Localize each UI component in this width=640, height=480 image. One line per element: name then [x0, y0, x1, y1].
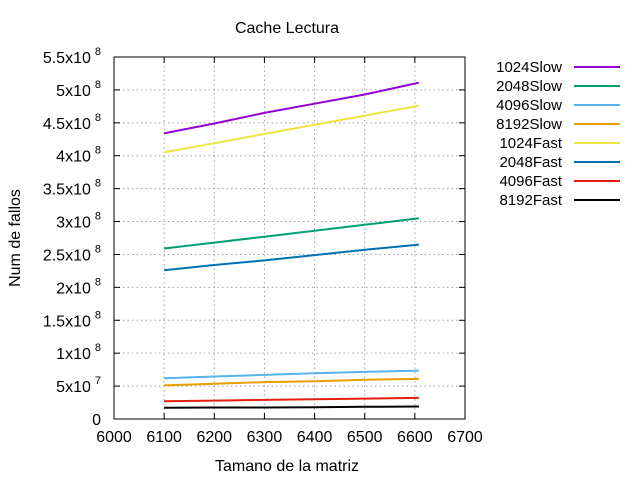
y-tick-mantissa: 1x10 — [56, 346, 91, 363]
y-tick-exponent: 8 — [95, 276, 101, 288]
plot-frame — [113, 56, 466, 420]
y-tick-mantissa: 5x10 — [56, 379, 91, 396]
y-tick-exponent: 8 — [95, 211, 101, 223]
chart-title: Cache Lectura — [235, 20, 339, 37]
y-axis-title: Num de fallos — [7, 189, 24, 287]
series-line-4096fast — [164, 396, 419, 403]
series-line-1024slow — [163, 81, 420, 135]
y-tick-exponent: 8 — [95, 178, 101, 190]
legend-label: 2048Slow — [496, 78, 562, 95]
y-tick-label: 2.5x10 8 — [43, 243, 101, 264]
y-tick-label: 1x10 8 — [56, 342, 101, 363]
y-tick-mantissa: 3.5x10 — [43, 182, 91, 199]
legend-label: 8192Fast — [499, 192, 562, 209]
y-tick-exponent: 8 — [95, 243, 101, 255]
y-tick-exponent: 8 — [95, 145, 101, 157]
y-tick-label: 4.5x10 8 — [43, 112, 101, 133]
legend-label: 4096Slow — [496, 97, 562, 114]
series-line-2048slow — [163, 217, 420, 250]
series-lines — [163, 81, 420, 409]
y-tick-label: 3.5x10 8 — [43, 178, 101, 199]
x-tick-label: 6500 — [347, 429, 383, 446]
y-tick-label: 0 — [92, 412, 101, 429]
grid — [114, 57, 465, 419]
y-tick-exponent: 8 — [95, 79, 101, 91]
legend-label: 1024Fast — [499, 135, 562, 152]
y-tick-mantissa: 5.5x10 — [43, 50, 91, 67]
y-tick-exponent: 8 — [95, 46, 101, 58]
y-tick-mantissa: 2x10 — [56, 280, 91, 297]
legend-label: 1024Slow — [496, 59, 562, 76]
y-tick-exponent: 8 — [95, 342, 101, 354]
series-line-8192slow — [164, 377, 419, 387]
x-tick-label: 6400 — [297, 429, 333, 446]
x-tick-label: 6600 — [397, 429, 433, 446]
y-tick-mantissa: 2.5x10 — [43, 247, 91, 264]
y-tick-mantissa: 0 — [92, 412, 101, 429]
y-tick-mantissa: 3x10 — [56, 215, 91, 232]
y-tick-exponent: 8 — [95, 309, 101, 321]
y-tick-label: 2x10 8 — [56, 276, 101, 297]
x-tick-label: 6700 — [447, 429, 483, 446]
y-tick-label: 3x10 8 — [56, 211, 101, 232]
y-tick-exponent: 8 — [95, 112, 101, 124]
legend-label: 4096Fast — [499, 173, 562, 190]
series-line-2048fast — [163, 243, 419, 272]
y-tick-mantissa: 4x10 — [56, 149, 91, 166]
y-tick-label: 5x10 8 — [56, 79, 101, 100]
x-tick-label: 6100 — [146, 429, 182, 446]
y-tick-label: 1.5x10 8 — [43, 309, 101, 330]
y-tick-exponent: 7 — [95, 375, 101, 387]
y-tick-label: 5x10 7 — [56, 375, 101, 396]
y-tick-mantissa: 4.5x10 — [43, 116, 91, 133]
legend-label: 2048Fast — [499, 154, 562, 171]
series-line-8192fast — [164, 405, 419, 409]
series-line-1024fast — [163, 104, 420, 154]
y-tick-mantissa: 5x10 — [56, 83, 91, 100]
legend: 1024Slow 2048Slow 4096Slow 8192Slow 1024Fast… — [496, 59, 620, 209]
x-tick-label: 6300 — [247, 429, 283, 446]
x-axis-title: Tamano de la matriz — [215, 458, 359, 475]
legend-label: 8192Slow — [496, 116, 562, 133]
y-tick-label: 4x10 8 — [56, 145, 101, 166]
y-tick-mantissa: 1.5x10 — [43, 313, 91, 330]
x-tick-label: 6200 — [196, 429, 232, 446]
x-tick-label: 6000 — [96, 429, 132, 446]
y-tick-label: 5.5x10 8 — [43, 46, 101, 67]
series-line-4096slow — [164, 369, 419, 380]
